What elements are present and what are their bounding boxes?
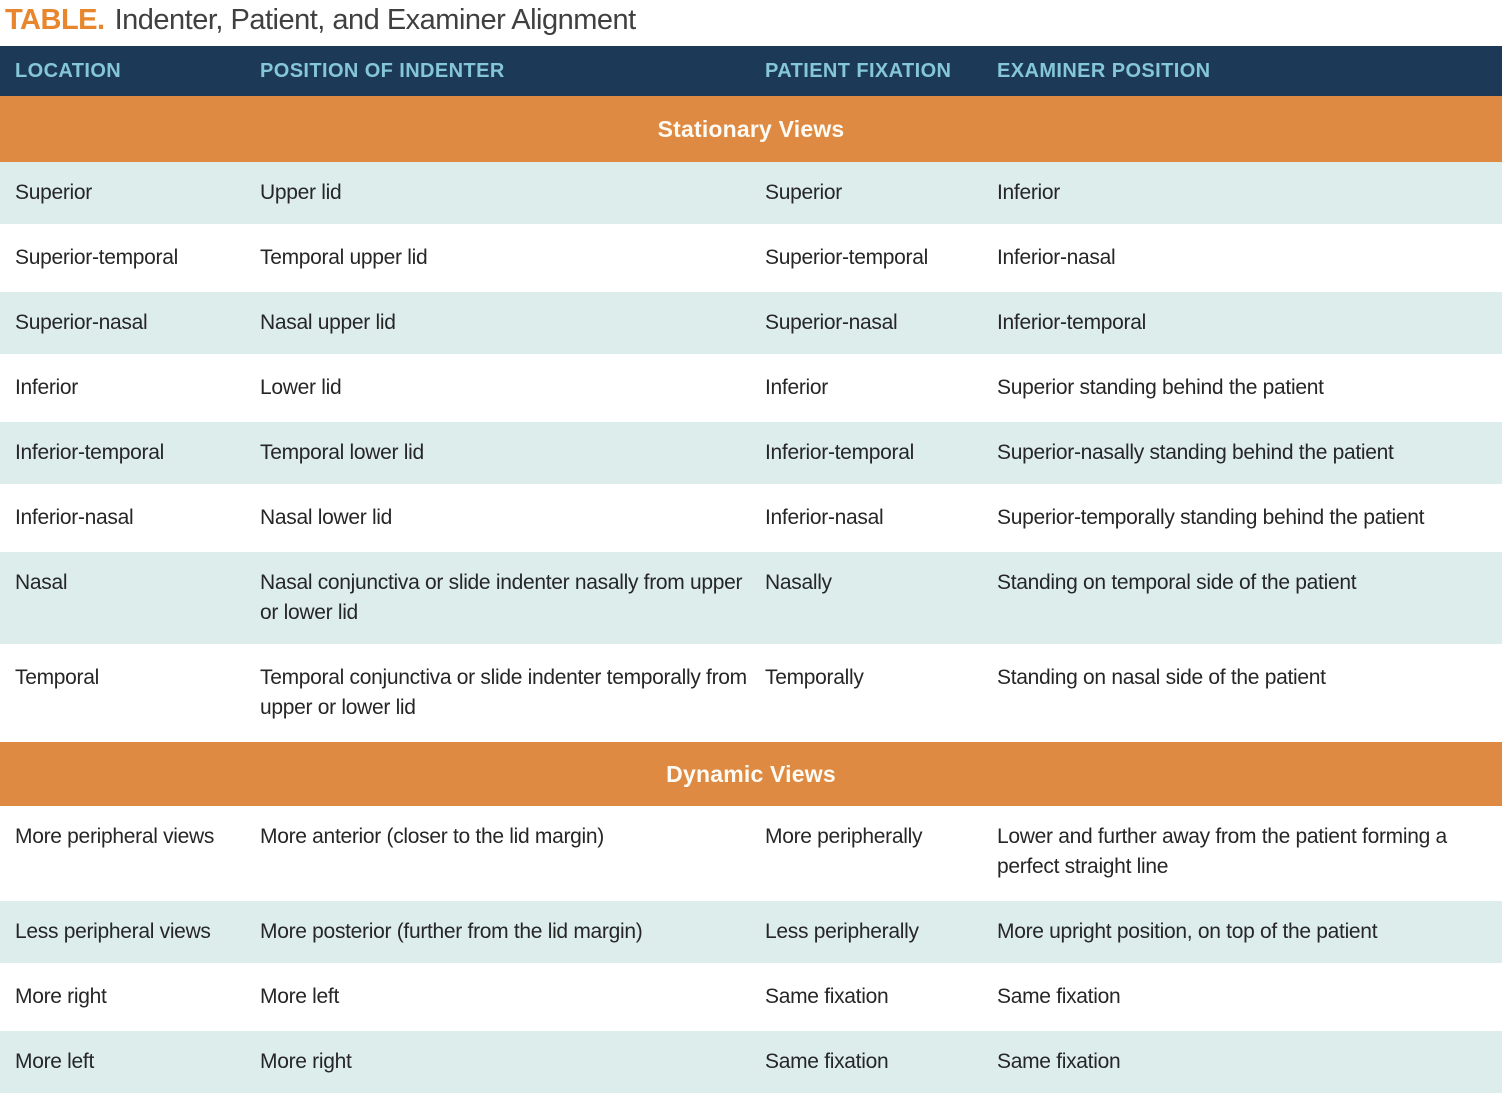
table-cell: Lower and further away from the patient … [997, 825, 1447, 878]
table-cell: Inferior-nasal [997, 246, 1116, 269]
table-row: Superior-temporal Temporal upper lid Super… [0, 227, 1502, 292]
table-row: More right More left Same fixation Same fix… [0, 966, 1502, 1031]
table-cell: Inferior [765, 376, 828, 399]
table-cell: Standing on nasal side of the patient [997, 666, 1326, 689]
table-row: Inferior-temporal Temporal lower lid Infer… [0, 422, 1502, 487]
column-header-position-of-indenter: POSITION OF INDENTER [260, 59, 505, 82]
table-row: More left More right Same fixation Same fix… [0, 1031, 1502, 1096]
table-cell: Inferior-temporal [997, 311, 1146, 334]
table-cell: Nasally [765, 571, 832, 594]
table-cell: Same fixation [997, 1050, 1121, 1073]
table-cell: Less peripherally [765, 920, 919, 943]
table-cell: Nasal upper lid [260, 311, 396, 334]
table-cell: Standing on temporal side of the patient [997, 571, 1357, 594]
column-header-patient-fixation: PATIENT FIXATION [765, 59, 952, 82]
table-body: Stationary Views Superior Upper lid Superio… [0, 96, 1502, 1096]
table-cell: Temporally [765, 666, 864, 689]
table-row: Inferior-nasal Nasal lower lid Inferior-na… [0, 487, 1502, 552]
table-cell: Upper lid [260, 181, 342, 204]
table-cell: Superior-nasal [765, 311, 898, 334]
table-cell: Inferior-temporal [15, 441, 164, 464]
table-cell: More right [260, 1050, 352, 1073]
table-row: Superior-nasal Nasal upper lid Superior-na… [0, 292, 1502, 357]
section-header: Dynamic Views [0, 742, 1502, 806]
table-cell: More anterior (closer to the lid margin) [260, 825, 604, 848]
table-cell: Nasal [15, 571, 68, 594]
table-cell: Temporal conjunctiva or slide indenter t… [260, 666, 747, 719]
column-header-row: LOCATION POSITION OF INDENTER PATIENT FI… [0, 46, 1502, 96]
table-cell: Temporal [15, 666, 99, 689]
table-cell: Same fixation [765, 985, 889, 1008]
table-cell: Inferior [15, 376, 78, 399]
table-cell: Superior [15, 181, 92, 204]
table-cell: More peripherally [765, 825, 923, 848]
table-cell: Inferior [997, 181, 1060, 204]
table-cell: Superior-temporal [15, 246, 178, 269]
table-cell: More right [15, 985, 107, 1008]
table-cell: More left [15, 1050, 94, 1073]
table-cell: Superior-temporally standing behind the … [997, 506, 1425, 529]
table-cell: Superior standing behind the patient [997, 376, 1324, 399]
table-cell: Temporal lower lid [260, 441, 424, 464]
table-cell: Superior-nasal [15, 311, 148, 334]
table-cell: Temporal upper lid [260, 246, 428, 269]
section-header: Stationary Views [0, 96, 1502, 162]
table-cell: Less peripheral views [15, 920, 211, 943]
table-title-text: Indenter, Patient, and Examiner Alignmen… [114, 3, 637, 36]
table-cell: Same fixation [765, 1050, 889, 1073]
table-label: TABLE. [5, 3, 105, 36]
table-cell: Inferior-nasal [765, 506, 884, 529]
table-cell: More upright position, on top of the pat… [997, 920, 1378, 943]
table-cell: Inferior-temporal [765, 441, 914, 464]
table-cell: Same fixation [997, 985, 1121, 1008]
table-cell: More peripheral views [15, 825, 215, 848]
table-cell: Nasal lower lid [260, 506, 393, 529]
table-cell: Inferior-nasal [15, 506, 134, 529]
table-cell: Superior-nasally standing behind the pat… [997, 441, 1394, 464]
table-cell: Nasal conjunctiva or slide indenter nasa… [260, 571, 743, 624]
table-row: More peripheral views More anterior (clos… [0, 806, 1502, 901]
column-header-location: LOCATION [15, 59, 122, 82]
table-row: Temporal Temporal conjunctiva or slide in… [0, 647, 1502, 742]
table-cell: Lower lid [260, 376, 342, 399]
table-row: Superior Upper lid Superior Inferior [0, 162, 1502, 227]
table-cell: Superior [765, 181, 842, 204]
table-row: Inferior Lower lid Inferior Superior standi… [0, 357, 1502, 422]
column-header-examiner-position: EXAMINER POSITION [997, 59, 1211, 82]
table-row: Nasal Nasal conjunctiva or slide indenter… [0, 552, 1502, 647]
table-cell: More posterior (further from the lid mar… [260, 920, 643, 943]
table-cell: Superior-temporal [765, 246, 928, 269]
table-cell: More left [260, 985, 339, 1008]
table-row: Less peripheral views More posterior (fur… [0, 901, 1502, 966]
figure-title: TABLE. Indenter, Patient, and Examiner A… [0, 0, 1502, 46]
